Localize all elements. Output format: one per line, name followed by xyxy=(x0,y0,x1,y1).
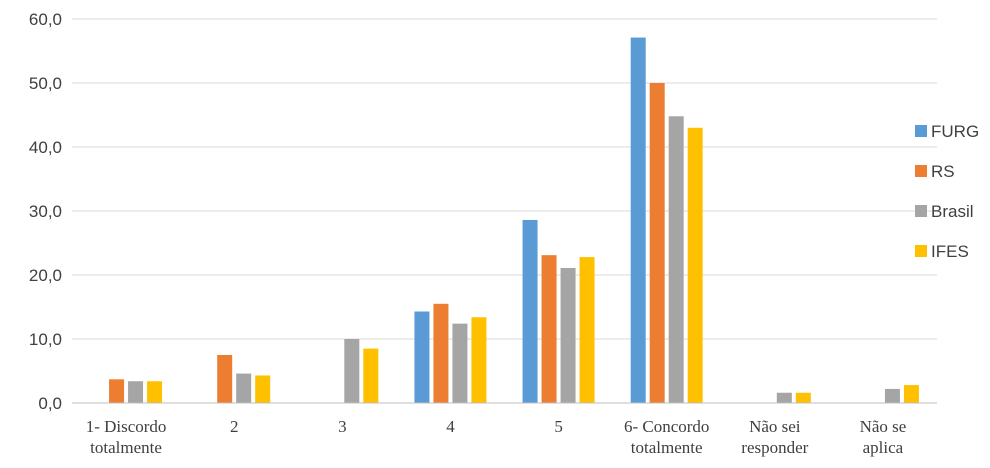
bar-ifes xyxy=(147,381,163,403)
bar-furg xyxy=(630,37,646,404)
bar-rs xyxy=(649,83,665,403)
bar-ifes xyxy=(903,385,919,403)
y-tick-label: 40,0 xyxy=(29,138,62,157)
bar-ifes xyxy=(471,317,487,403)
legend-label: RS xyxy=(931,162,955,181)
bar-rs xyxy=(433,303,449,403)
bars xyxy=(109,37,919,404)
y-tick-label: 60,0 xyxy=(29,10,62,29)
y-tick-label: 20,0 xyxy=(29,266,62,285)
legend-swatch xyxy=(915,205,927,217)
bar-brasil xyxy=(560,267,576,403)
legend-swatch xyxy=(915,125,927,137)
x-tick-label: Não sei xyxy=(749,417,801,436)
bar-rs xyxy=(109,379,125,403)
bar-brasil xyxy=(668,116,684,403)
bar-ifes xyxy=(363,348,379,403)
x-tick-label: totalmente xyxy=(90,438,162,457)
y-tick-label: 0,0 xyxy=(38,394,62,413)
x-tick-label: 5 xyxy=(554,417,563,436)
axes: 0,0 10,0 20,0 30,0 40,0 50,0 60,0 1- Discordo to… xyxy=(29,10,937,457)
y-tick-label: 30,0 xyxy=(29,202,62,221)
bar-brasil xyxy=(884,388,900,403)
x-tick-label: 6- Concordo xyxy=(624,417,709,436)
bar-ifes xyxy=(579,257,595,403)
legend-swatch xyxy=(915,245,927,257)
bar-furg xyxy=(522,219,538,403)
bar-brasil xyxy=(344,339,360,403)
x-tick-label: aplica xyxy=(863,438,904,457)
bar-ifes xyxy=(795,392,811,403)
x-tick-label: totalmente xyxy=(631,438,703,457)
x-tick-label: 2 xyxy=(230,417,239,436)
x-tick-label: 4 xyxy=(446,417,455,436)
x-tick-label: responder xyxy=(741,438,808,457)
gridlines xyxy=(72,18,937,340)
y-tick-label: 50,0 xyxy=(29,74,62,93)
bar-brasil xyxy=(236,373,252,403)
legend-swatch xyxy=(915,165,927,177)
legend-label: IFES xyxy=(931,242,969,261)
legend: FURG RS Brasil IFES xyxy=(915,122,979,261)
bar-furg xyxy=(414,311,430,403)
bar-rs xyxy=(541,255,557,403)
y-tick-label: 10,0 xyxy=(29,330,62,349)
x-tick-label: 3 xyxy=(338,417,347,436)
bar-brasil xyxy=(776,392,792,403)
x-tick-label: Não se xyxy=(860,417,907,436)
legend-label: Brasil xyxy=(931,202,974,221)
bar-ifes xyxy=(255,375,271,403)
legend-label: FURG xyxy=(931,122,979,141)
bar-ifes xyxy=(687,127,703,404)
x-tick-label: 1- Discordo xyxy=(86,417,167,436)
bar-brasil xyxy=(452,323,468,403)
bar-rs xyxy=(217,355,233,403)
bar-brasil xyxy=(128,381,144,403)
